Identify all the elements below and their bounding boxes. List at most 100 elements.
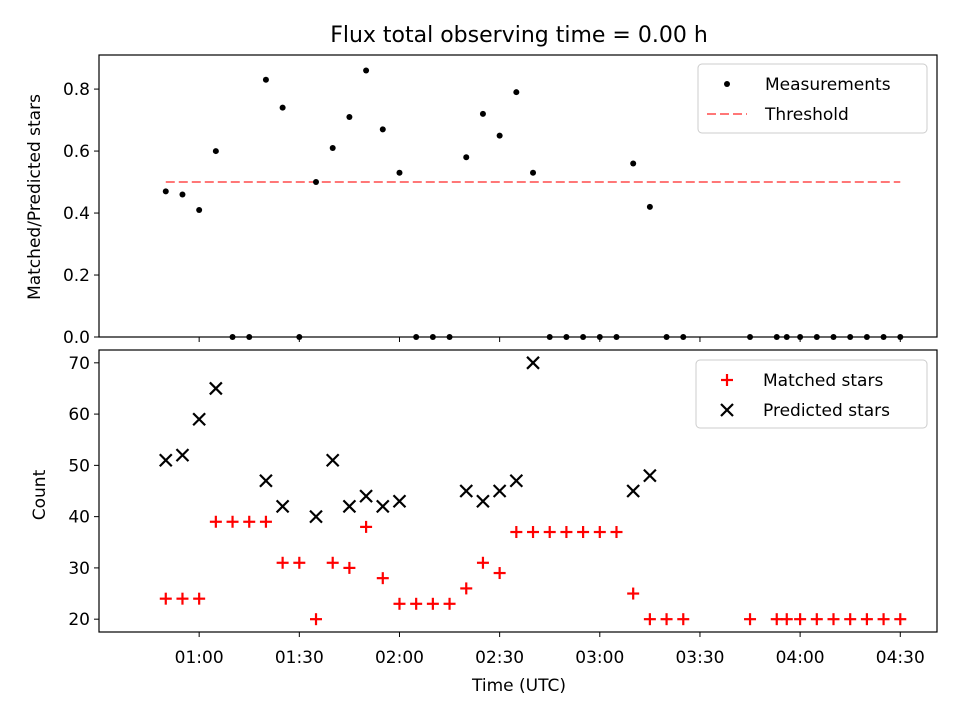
- measurement-point: [296, 334, 303, 340]
- predicted-star-marker: [309, 509, 323, 524]
- measurement-point: [773, 334, 780, 340]
- measurement-point: [813, 334, 820, 340]
- measurement-point: [830, 334, 837, 340]
- top-y-tick-label: 0.6: [63, 142, 90, 162]
- matched-star-marker: [780, 613, 793, 626]
- x-tick-label: 04:30: [876, 648, 925, 668]
- predicted-star-marker-b: [509, 473, 524, 488]
- predicted-star-marker-b: [643, 468, 657, 483]
- matched-star-marker: [860, 613, 873, 626]
- x-tick-label: 03:30: [675, 648, 724, 668]
- measurement-point: [596, 334, 603, 340]
- predicted-star-marker: [626, 484, 640, 498]
- predicted-star-marker-b: [359, 489, 373, 503]
- x-tick-label: 01:30: [275, 648, 324, 668]
- predicted-star-marker: [392, 494, 407, 509]
- predicted-star-marker: [376, 499, 390, 514]
- legend-predicted-marker: [720, 403, 734, 417]
- chart-title: Flux total observing time = 0.00 h: [330, 23, 708, 48]
- measurement-point: [429, 334, 436, 340]
- bottom-legend: Matched stars Predicted stars: [695, 359, 928, 429]
- measurement-point: [196, 206, 203, 213]
- predicted-star-marker: [643, 468, 657, 483]
- measurement-point: [279, 104, 286, 111]
- top-axes-frame: [98, 54, 938, 338]
- predicted-star-marker: [342, 499, 357, 514]
- matched-star-marker: [844, 613, 857, 626]
- matched-star-marker: [310, 613, 323, 626]
- predicted-star-marker-b: [392, 494, 407, 509]
- matched-star-marker: [426, 597, 439, 610]
- matched-star-marker: [410, 597, 423, 610]
- x-tick-label: 03:00: [575, 648, 624, 668]
- measurement-point: [580, 334, 587, 340]
- predicted-star-marker: [209, 381, 223, 396]
- predicted-star-marker: [158, 453, 173, 468]
- predicted-star-marker-b: [158, 453, 173, 468]
- measurement-point: [246, 334, 253, 340]
- matched-star-marker: [577, 526, 590, 539]
- matched-star-marker: [193, 592, 206, 605]
- matched-star-marker: [293, 556, 306, 569]
- measurement-point: [646, 203, 653, 210]
- measurement-point: [513, 89, 520, 96]
- predicted-star-marker: [509, 473, 524, 488]
- x-tick-label: 01:00: [175, 648, 224, 668]
- measurement-point: [546, 334, 553, 340]
- matched-star-marker: [343, 561, 356, 574]
- top-y-tick-label: 0.4: [63, 204, 90, 224]
- measurement-point: [179, 191, 186, 198]
- predicted-star-marker: [275, 499, 290, 514]
- matched-star-marker: [744, 613, 757, 626]
- matched-star-marker: [510, 526, 523, 539]
- matched-star-marker: [894, 613, 907, 626]
- predicted-star-marker: [492, 484, 507, 498]
- predicted-star-marker-b: [325, 453, 340, 468]
- predicted-star-marker: [192, 412, 206, 426]
- matched-star-marker: [376, 572, 389, 585]
- matched-star-marker: [226, 515, 239, 528]
- top-y-tick-label: 0.2: [63, 266, 90, 286]
- matched-star-marker: [627, 587, 640, 600]
- matched-star-marker: [610, 526, 623, 539]
- legend-matched-label: Matched stars: [763, 371, 883, 391]
- matched-star-marker: [393, 597, 406, 610]
- measurement-point: [313, 179, 320, 186]
- measurement-point: [663, 334, 670, 340]
- predicted-star-marker-b: [175, 448, 190, 462]
- measurement-point: [797, 334, 804, 340]
- matched-star-marker: [209, 515, 222, 528]
- measurement-point: [880, 334, 887, 340]
- bottom-y-tick-label: 30: [68, 559, 90, 579]
- bottom-y-tick-label: 50: [68, 456, 90, 476]
- measurement-point: [496, 132, 503, 139]
- bottom-y-tick-label: 60: [68, 405, 90, 425]
- measurement-point: [563, 334, 570, 340]
- x-tick-label: 04:00: [776, 648, 825, 668]
- measurement-point: [747, 334, 754, 340]
- legend-predicted-marker-b: [720, 403, 734, 417]
- matched-star-marker: [770, 613, 783, 626]
- legend-measurements-label: Measurements: [765, 75, 891, 95]
- predicted-star-marker-b: [492, 484, 507, 498]
- x-tick-label: 02:00: [375, 648, 424, 668]
- legend-threshold-label: Threshold: [764, 105, 849, 125]
- matched-star-marker: [259, 515, 272, 528]
- measurement-point: [630, 160, 637, 167]
- legend-predicted-label: Predicted stars: [763, 401, 890, 421]
- predicted-star-marker-b: [192, 412, 206, 426]
- predicted-star-marker-b: [376, 499, 390, 514]
- matched-star-marker: [476, 556, 489, 569]
- measurement-point: [329, 144, 336, 151]
- predicted-star-marker-b: [275, 499, 290, 514]
- matched-star-marker: [443, 597, 456, 610]
- bottom-y-axis-label: Count: [30, 469, 50, 520]
- measurement-point: [346, 113, 353, 120]
- matched-star-marker: [326, 556, 339, 569]
- predicted-star-marker: [526, 356, 540, 370]
- measurement-point: [463, 154, 470, 161]
- top-y-axis-label: Matched/Predicted stars: [25, 94, 45, 300]
- predicted-star-marker-b: [476, 494, 490, 509]
- matched-star-marker: [543, 526, 556, 539]
